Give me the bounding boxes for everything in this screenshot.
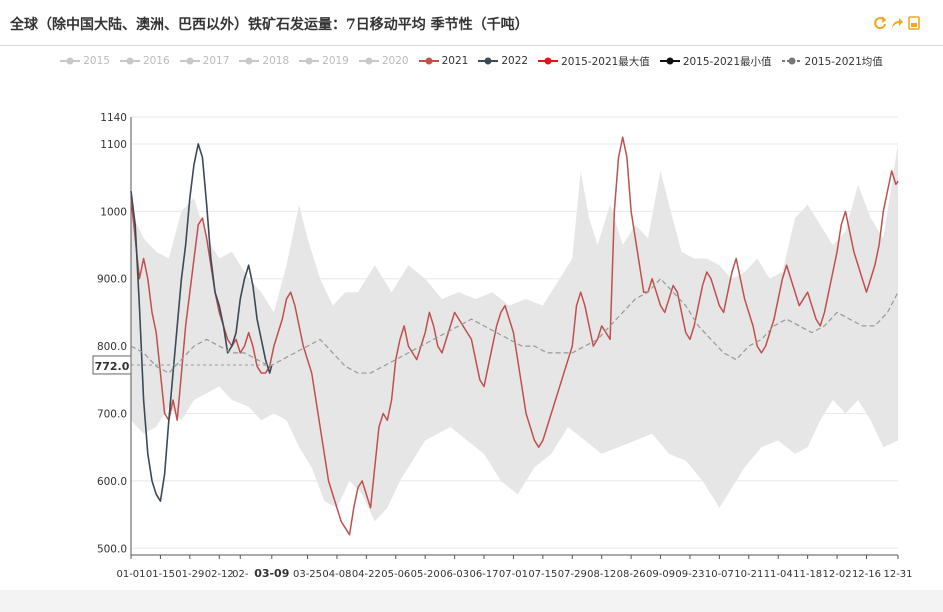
y-tick-label: 1140 — [100, 112, 127, 124]
y-tick-label: 900.0 — [97, 274, 127, 286]
legend-label: 2017 — [202, 55, 230, 67]
x-tick-label: 07-01 — [499, 569, 528, 580]
legend-marker — [299, 57, 320, 65]
legend-item-2015-2021最小值[interactable]: 2015-2021最小值 — [659, 52, 772, 70]
legend-marker — [781, 57, 802, 65]
legend-label: 2018 — [262, 55, 290, 67]
crosshair-y-box — [92, 355, 132, 375]
refresh-icon[interactable] — [873, 16, 887, 30]
legend-marker — [358, 57, 379, 65]
x-tick-label: 08-12 — [587, 569, 616, 580]
min-max-band — [131, 143, 898, 522]
x-tick-label: 11-04 — [764, 569, 793, 580]
x-tick-label: 01-15 — [146, 569, 175, 580]
x-tick-label: 12-16 — [852, 569, 881, 580]
legend-marker — [538, 57, 559, 65]
legend-item-2017[interactable]: 2017 — [179, 52, 230, 70]
legend-marker — [418, 57, 439, 65]
legend-marker — [179, 57, 200, 65]
legend-item-2015-2021最大值[interactable]: 2015-2021最大值 — [538, 52, 650, 70]
y-tick-label: 500.0 — [97, 543, 127, 555]
legend-label: 2015 — [83, 55, 110, 67]
legend-marker — [60, 57, 81, 65]
y-tick-label: 800.0 — [97, 341, 127, 353]
legend-marker — [119, 57, 140, 65]
y-tick-label: 1000 — [100, 206, 127, 218]
x-tick-label: 01-29 — [175, 569, 204, 580]
legend-marker — [478, 57, 499, 65]
x-tick-label: 08-26 — [617, 569, 646, 580]
legend-item-2015[interactable]: 2015 — [60, 52, 110, 70]
title-bar: 全球（除中国大陆、澳洲、巴西以外）铁矿石发运量：7日移动平均 季节性（千吨） — [0, 0, 943, 46]
y-tick-label: 1100 — [100, 139, 127, 151]
x-tick-label: 10-07 — [705, 569, 734, 580]
chart-area: 500.0 600.0 700.0 800.0 900.0 1000 1100 1140 01-… — [92, 112, 913, 580]
legend-item-2015-2021均值[interactable]: 2015-2021均值 — [781, 52, 883, 70]
x-tick-label: 01-01 — [116, 569, 145, 580]
legend-item-2020[interactable]: 2020 — [358, 52, 409, 70]
x-tick-label: 02-12 — [205, 569, 234, 580]
crosshair-y-label: 772.0 — [95, 360, 130, 373]
legend-marker — [659, 57, 680, 65]
legend-item-2021[interactable]: 2021 — [418, 52, 469, 70]
legend-label: 2015-2021均值 — [804, 55, 883, 68]
series-line-2021[interactable] — [130, 136, 899, 536]
legend-item-2016[interactable]: 2016 — [119, 52, 170, 70]
x-tick-label: 06-17 — [469, 569, 498, 580]
series-line-2022[interactable] — [130, 143, 273, 502]
share-icon[interactable] — [890, 16, 904, 30]
x-tick-label: 07-29 — [558, 569, 587, 580]
x-tick-label: 12-02 — [823, 569, 852, 580]
legend-label: 2019 — [322, 55, 349, 67]
legend-label: 2015-2021最大值 — [561, 55, 650, 68]
x-tick-label: 03-09 — [254, 567, 289, 580]
x-tick-label: 07-15 — [528, 569, 557, 580]
y-tick-label: 600.0 — [97, 476, 127, 488]
x-tick-label: 09-23 — [675, 569, 704, 580]
x-tick-label: 09-09 — [646, 569, 675, 580]
y-tick-label: 700.0 — [97, 408, 127, 420]
x-tick-label: 11-18 — [793, 569, 822, 580]
x-tick-label: 05-20 — [411, 569, 440, 580]
x-tick-label: 10-21 — [734, 569, 763, 580]
legend-label: 2020 — [381, 55, 409, 67]
x-tick-label: 02- — [232, 569, 249, 580]
footer-strip — [0, 590, 943, 612]
legend-item-2018[interactable]: 2018 — [239, 52, 289, 70]
x-tick-label: 12-31 — [883, 569, 912, 580]
legend: 2015 2016 2017 2018 2019 2020 2021 2022 2015-202… — [0, 52, 943, 70]
legend-item-2019[interactable]: 2019 — [299, 52, 349, 70]
series-line-2015-2021均值[interactable] — [130, 278, 899, 374]
legend-label: 2016 — [142, 55, 170, 67]
legend-label: 2022 — [501, 55, 529, 67]
x-tick-label: 04-22 — [352, 569, 381, 580]
x-tick-label: 05-06 — [381, 569, 410, 580]
legend-label: 2021 — [441, 55, 469, 67]
x-tick-label: 04-08 — [322, 569, 351, 580]
x-tick-label: 03-25 — [293, 569, 322, 580]
toolbar — [873, 16, 921, 30]
x-tick-label: 06-03 — [440, 569, 469, 580]
export-icon[interactable] — [907, 16, 921, 30]
legend-label: 2015-2021最小值 — [682, 55, 772, 68]
legend-marker — [239, 57, 260, 65]
chart-title: 全球（除中国大陆、澳洲、巴西以外）铁矿石发运量：7日移动平均 季节性（千吨） — [10, 17, 529, 33]
legend-item-2022[interactable]: 2022 — [478, 52, 528, 70]
